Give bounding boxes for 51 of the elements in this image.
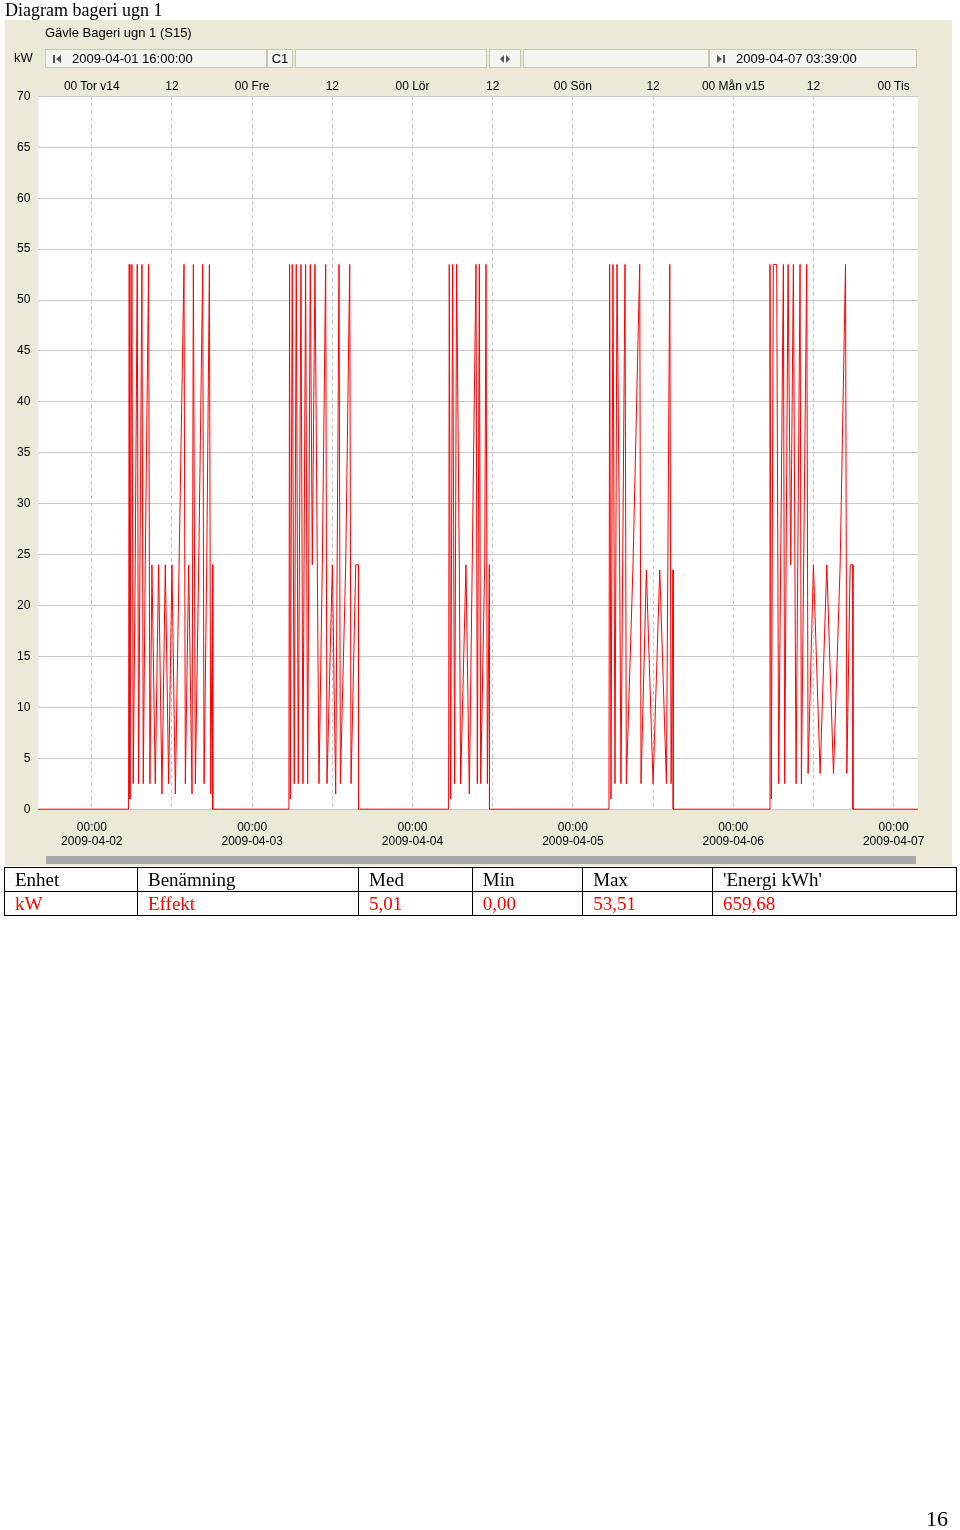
x2-tick-label: 12 [646, 78, 661, 93]
text: 5,01 [358, 891, 473, 916]
x2-tick-label: 12 [486, 78, 500, 93]
text: Min [472, 867, 583, 892]
text: 2009-04-07 03:39:00 [736, 50, 857, 67]
x2-tick-label: 00 Mån v15 [701, 78, 765, 93]
y-tick-label: 55 [16, 241, 31, 256]
y-tick-label: 20 [16, 597, 31, 612]
text: Med [358, 867, 473, 892]
x2-tick-label: 00 Fre [234, 78, 270, 93]
x2-tick-label: 12 [165, 78, 179, 93]
text: 659,68 [712, 891, 957, 916]
text: 16 [926, 1506, 948, 1530]
x-tick-label: 00:00 2009-04-06 [702, 819, 765, 849]
y-tick-label: 60 [16, 190, 31, 205]
chart-subtitle: Gävle Bageri ugn 1 (S15) [45, 25, 192, 40]
x-tick-label: 00:00 2009-04-04 [381, 819, 444, 849]
x2-tick-label: 00 Tor v14 [63, 78, 121, 93]
x-tick-label: 00:00 2009-04-07 [862, 819, 925, 849]
y-tick-label: 70 [16, 88, 31, 103]
y-tick-label: 40 [16, 394, 31, 409]
y-tick-label: 45 [16, 343, 31, 358]
x2-tick-label: 00 Sön [553, 78, 592, 93]
y-tick-label: 0 [23, 801, 31, 816]
text: Benämning [137, 867, 359, 892]
y-tick-label: 10 [16, 699, 31, 714]
x2-tick-label: 00 Tis [877, 78, 910, 93]
text: 2009-04-01 16:00:00 [72, 50, 193, 67]
text: C1 [271, 51, 289, 66]
y-tick-label: 5 [23, 750, 31, 765]
x2-tick-label: 12 [806, 78, 821, 93]
x-tick-label: 00:00 2009-04-02 [61, 819, 123, 849]
text: 'Energi kWh' [712, 867, 957, 892]
text: Effekt [137, 891, 359, 916]
y-tick-label: 65 [16, 139, 31, 154]
text: Enhet [4, 867, 138, 892]
text: 53,51 [582, 891, 713, 916]
x2-tick-label: 12 [325, 78, 340, 93]
y-tick-label: 35 [16, 445, 31, 460]
text: 0,00 [472, 891, 583, 916]
y-tick-label: 50 [16, 292, 31, 307]
x2-tick-label: 00 Lör [395, 78, 430, 93]
text: Max [582, 867, 713, 892]
chart-title: Diagram bageri ugn 1 [5, 0, 163, 21]
x-tick-label: 00:00 2009-04-05 [542, 819, 604, 849]
text: kW [4, 891, 138, 916]
y-tick-label: 25 [16, 546, 31, 561]
y-tick-label: 30 [16, 496, 31, 511]
y-tick-label: 15 [16, 648, 31, 663]
x-tick-label: 00:00 2009-04-03 [221, 819, 284, 849]
y-axis-title: kW [14, 50, 33, 65]
